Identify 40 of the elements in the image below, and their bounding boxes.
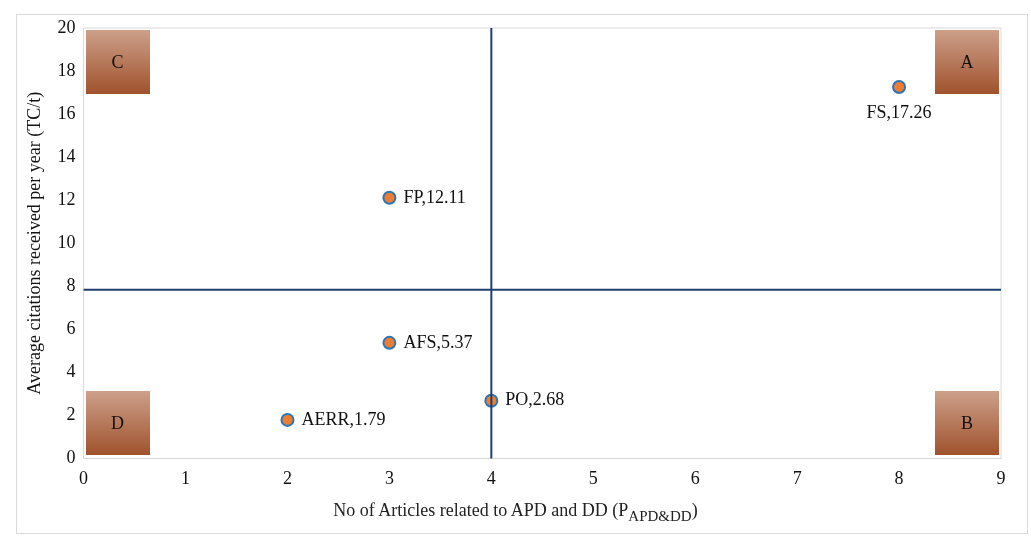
y-tick-label: 14 — [57, 145, 76, 166]
data-label: PO,2.68 — [505, 389, 565, 410]
data-label: AERR,1.79 — [301, 408, 386, 429]
y-tick-label: 20 — [57, 16, 76, 37]
x-tick-label: 3 — [384, 467, 394, 488]
point — [892, 79, 907, 94]
point — [280, 412, 295, 427]
y-tick-label: 6 — [66, 318, 76, 339]
y-tick-label: 0 — [66, 447, 76, 468]
x-tick-label: 0 — [79, 467, 89, 488]
x-tick-label: 8 — [894, 467, 904, 488]
y-tick-label: 12 — [57, 188, 76, 209]
x-tick-label: 2 — [282, 467, 292, 488]
y-tick-label: 8 — [66, 274, 76, 295]
y-axis-title: Average citations received per year (TC/t) — [23, 91, 45, 395]
point — [382, 335, 397, 350]
x-tick-label: 6 — [690, 467, 700, 488]
x-tick-label: 9 — [996, 467, 1006, 488]
y-tick-label: 16 — [57, 102, 76, 123]
y-tick-label: 18 — [57, 59, 76, 80]
annotation: D — [111, 412, 125, 434]
annotation: C — [111, 51, 124, 73]
y-tick-label: 4 — [66, 361, 76, 382]
y-tick-label: 2 — [66, 404, 76, 425]
data-label: FP,12.11 — [403, 186, 466, 207]
quadrant-box: B — [935, 391, 999, 456]
x-axis-title: No of Articles related to APD and DD (P$_{APD&DD}$) — [332, 500, 699, 525]
x-tick-label: 5 — [588, 467, 598, 488]
quadrant-box: C — [85, 30, 150, 94]
point — [382, 190, 397, 205]
x-tick-label: 4 — [486, 467, 496, 488]
y-tick-label: 10 — [57, 231, 76, 252]
x-tick-label: 1 — [181, 467, 191, 488]
x-tick-label: 7 — [792, 467, 802, 488]
annotation: B — [960, 412, 973, 434]
annotation: A — [960, 51, 974, 73]
data-label: AFS,5.37 — [403, 331, 473, 352]
quadrant-box: A — [935, 30, 999, 94]
data-label: FS,17.26 — [866, 101, 932, 122]
quadrant-box: D — [85, 391, 150, 456]
